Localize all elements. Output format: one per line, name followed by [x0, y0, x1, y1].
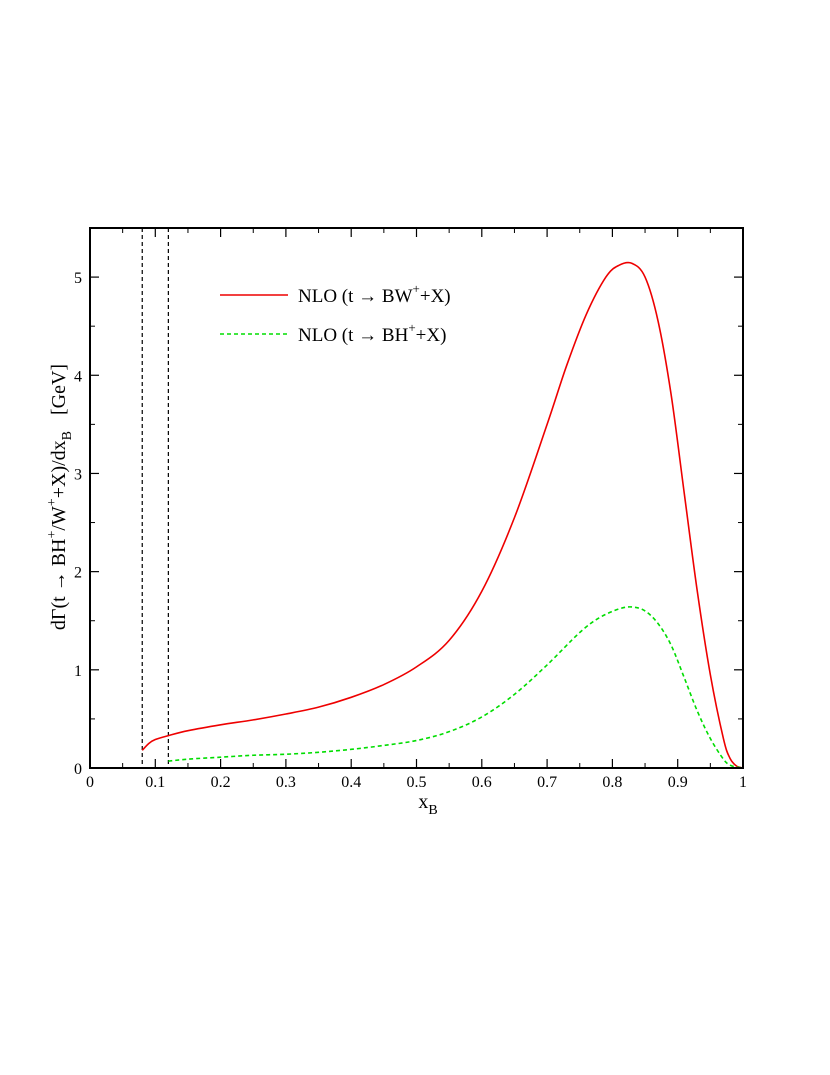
tick-marks — [89, 228, 744, 769]
x-tick-label: 0 — [86, 774, 94, 791]
x-tick-label: 0.6 — [472, 774, 492, 791]
y-tick-label: 5 — [74, 270, 82, 287]
y-tick-label: 0 — [74, 761, 82, 778]
legend: NLO (t → BW++X) NLO (t → BH++X) — [220, 281, 451, 346]
y-axis-title-part1: dΓ(t → BH — [48, 539, 70, 631]
legend-label-nlo-h: NLO (t → BH++X) — [298, 320, 446, 346]
y-axis-title-part3: +X)/dx — [48, 440, 70, 498]
x-axis-title-main: x — [418, 791, 428, 813]
x-tick-label: 0.1 — [145, 774, 165, 791]
legend-label-nlo-w-end: +X) — [420, 286, 451, 307]
legend-label-nlo-w-sup: + — [413, 281, 420, 296]
x-tick-label: 1 — [739, 774, 747, 791]
x-axis-title-sub: B — [428, 803, 437, 818]
y-axis-title-sup1: + — [45, 531, 60, 539]
y-axis-title-sup2: + — [45, 498, 60, 506]
x-tick-label: 0.3 — [276, 774, 296, 791]
series-line-nlo-h — [168, 606, 744, 769]
legend-label-nlo-h-main: NLO (t → BH — [298, 325, 409, 346]
legend-label-nlo-h-sup: + — [408, 320, 415, 335]
y-axis-title-unit: [GeV] — [48, 364, 70, 415]
series-lines — [141, 261, 744, 769]
legend-label-nlo-w-main: NLO (t → BW — [298, 286, 413, 307]
y-tick-label: 4 — [74, 368, 82, 385]
y-tick-label: 2 — [74, 565, 82, 582]
y-tick-label: 1 — [74, 663, 82, 680]
series-line-nlo-w — [141, 261, 744, 769]
vertical-reference-lines — [141, 228, 169, 768]
x-tick-label: 0.8 — [602, 774, 622, 791]
legend-label-nlo-w: NLO (t → BW++X) — [298, 281, 451, 307]
x-tick-label: 0.5 — [407, 774, 427, 791]
x-axis-title: xB — [418, 791, 437, 818]
y-axis-title: dΓ(t → BH+/W++X)/dxB[GeV] — [45, 364, 75, 630]
y-axis-title-sub: B — [60, 431, 75, 440]
x-tick-label: 0.7 — [537, 774, 557, 791]
y-tick-labels: 0 1 2 3 4 5 — [74, 270, 82, 778]
legend-label-nlo-h-end: +X) — [416, 325, 447, 346]
y-tick-label: 3 — [74, 466, 82, 483]
plot-frame — [89, 227, 744, 769]
x-tick-label: 0.4 — [341, 774, 361, 791]
y-axis-title-part2: /W — [48, 506, 70, 531]
x-tick-label: 0.2 — [211, 774, 231, 791]
x-tick-labels: 0 0.1 0.2 0.3 0.4 0.5 0.6 0.7 0.8 0.9 1 — [86, 774, 747, 791]
x-tick-label: 0.9 — [668, 774, 688, 791]
